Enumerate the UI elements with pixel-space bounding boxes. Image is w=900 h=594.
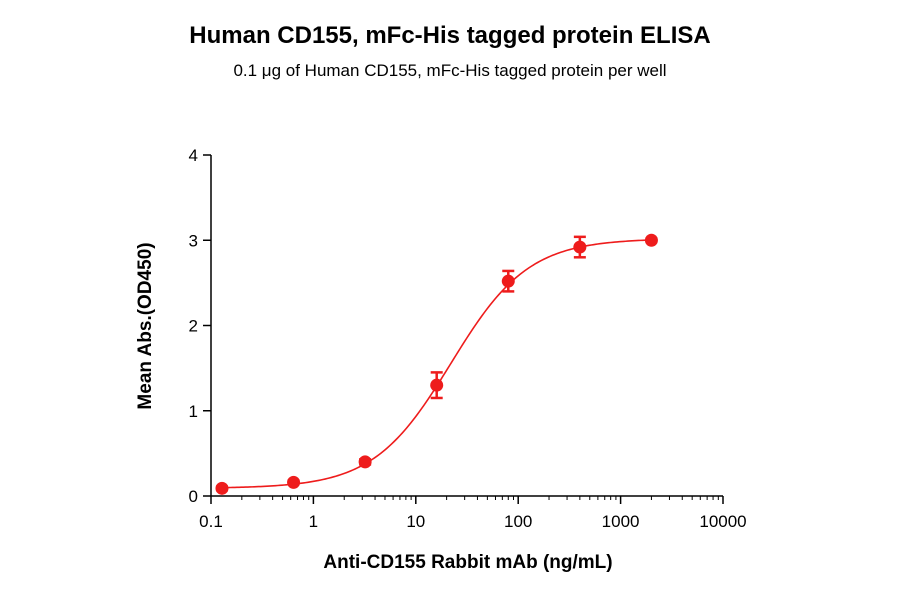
x-tick-label: 10000: [699, 512, 746, 531]
data-point: [215, 481, 229, 495]
y-tick-label: 4: [189, 146, 198, 165]
fit-curve-layer: [221, 239, 652, 489]
data-point: [430, 378, 444, 392]
data-point: [573, 240, 587, 254]
data-point: [358, 455, 372, 469]
data-point: [287, 475, 301, 489]
y-tick-label: 0: [189, 487, 198, 506]
x-tick-label: 100: [504, 512, 532, 531]
data-point: [501, 274, 515, 288]
x-tick-label: 10: [406, 512, 425, 531]
y-axis-label: Mean Abs.(OD450): [135, 242, 156, 409]
data-point: [644, 233, 658, 247]
x-tick-label: 1000: [602, 512, 640, 531]
y-tick-label: 1: [189, 402, 198, 421]
x-tick-label: 1: [309, 512, 318, 531]
fit-curve: [221, 239, 652, 489]
axes: 0 1 2 3 4 0.1 1 10 100 1000 10000: [189, 146, 747, 531]
chart-title: Human CD155, mFc-His tagged protein ELIS…: [189, 22, 711, 49]
y-tick-label: 3: [189, 231, 198, 250]
data-points-layer: [215, 233, 658, 495]
chart-subtitle: 0.1 μg of Human CD155, mFc-His tagged pr…: [233, 61, 667, 80]
x-tick-label: 0.1: [199, 512, 223, 531]
y-tick-label: 2: [189, 317, 198, 336]
x-axis-label: Anti-CD155 Rabbit mAb (ng/mL): [323, 552, 612, 573]
